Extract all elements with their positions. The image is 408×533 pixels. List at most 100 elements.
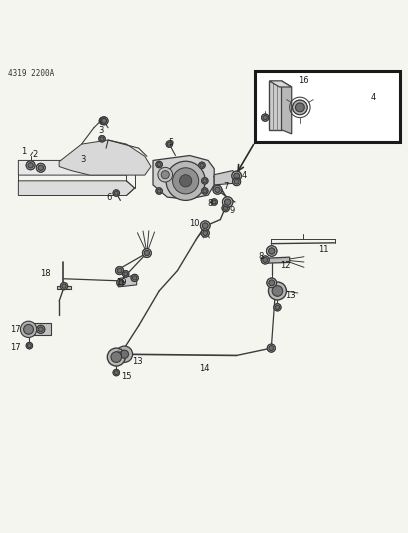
Circle shape — [122, 271, 129, 277]
Text: 19: 19 — [116, 278, 127, 287]
Circle shape — [201, 229, 209, 237]
Circle shape — [166, 141, 173, 147]
Text: 3: 3 — [98, 126, 104, 135]
Polygon shape — [153, 156, 214, 199]
Circle shape — [100, 117, 108, 125]
Text: 7: 7 — [223, 182, 229, 191]
Circle shape — [161, 171, 169, 179]
Circle shape — [38, 327, 43, 332]
Text: 12: 12 — [280, 261, 291, 270]
Circle shape — [100, 137, 104, 141]
Circle shape — [269, 280, 275, 286]
Circle shape — [131, 274, 138, 281]
Circle shape — [266, 246, 277, 256]
Circle shape — [293, 100, 307, 115]
Circle shape — [267, 278, 277, 288]
Circle shape — [114, 191, 118, 195]
Polygon shape — [18, 160, 135, 175]
Text: 2: 2 — [33, 150, 38, 159]
Polygon shape — [269, 81, 292, 87]
Circle shape — [38, 165, 44, 171]
Circle shape — [117, 268, 122, 273]
Circle shape — [173, 168, 199, 194]
Circle shape — [113, 190, 120, 196]
Circle shape — [203, 189, 207, 193]
Circle shape — [263, 257, 268, 262]
Circle shape — [212, 200, 216, 204]
Circle shape — [275, 305, 279, 310]
Circle shape — [211, 199, 217, 205]
Polygon shape — [282, 81, 292, 134]
Text: 13: 13 — [285, 290, 296, 300]
Circle shape — [133, 276, 137, 280]
Polygon shape — [18, 181, 135, 196]
Circle shape — [268, 248, 275, 254]
Circle shape — [99, 135, 105, 142]
Text: 4: 4 — [371, 93, 376, 102]
Circle shape — [234, 179, 239, 184]
Circle shape — [180, 175, 192, 187]
Circle shape — [156, 161, 162, 168]
Circle shape — [202, 223, 208, 229]
Text: 3: 3 — [80, 155, 86, 164]
Text: 17: 17 — [10, 343, 21, 352]
Circle shape — [268, 282, 286, 300]
Circle shape — [118, 280, 122, 285]
Circle shape — [167, 142, 171, 146]
Circle shape — [60, 282, 68, 290]
Circle shape — [158, 167, 173, 182]
Circle shape — [124, 272, 128, 276]
Text: 13: 13 — [133, 357, 143, 366]
Circle shape — [117, 279, 124, 287]
Circle shape — [37, 325, 45, 334]
Circle shape — [36, 163, 45, 172]
Text: 4319 2200A: 4319 2200A — [8, 69, 54, 78]
Circle shape — [113, 369, 120, 376]
Circle shape — [222, 197, 233, 207]
Circle shape — [102, 118, 106, 123]
Polygon shape — [57, 286, 71, 289]
Circle shape — [116, 352, 120, 356]
Circle shape — [269, 346, 274, 351]
Polygon shape — [264, 257, 290, 263]
Circle shape — [261, 256, 269, 264]
Circle shape — [142, 248, 151, 257]
Circle shape — [232, 171, 242, 181]
Circle shape — [213, 185, 222, 195]
Circle shape — [224, 199, 231, 205]
Circle shape — [120, 350, 129, 358]
Circle shape — [114, 370, 118, 375]
Text: 8: 8 — [259, 252, 264, 261]
Polygon shape — [214, 171, 239, 185]
Text: 18: 18 — [40, 269, 51, 278]
Circle shape — [111, 352, 122, 362]
Circle shape — [166, 161, 205, 200]
Text: 4: 4 — [242, 172, 246, 181]
Polygon shape — [118, 274, 137, 287]
Circle shape — [295, 103, 304, 112]
Circle shape — [202, 177, 208, 184]
Circle shape — [115, 351, 122, 358]
Circle shape — [234, 173, 239, 179]
Text: 15: 15 — [121, 372, 132, 381]
Polygon shape — [269, 81, 282, 130]
Circle shape — [233, 177, 241, 185]
Circle shape — [20, 321, 37, 337]
Circle shape — [157, 163, 161, 166]
Circle shape — [26, 161, 35, 170]
Circle shape — [263, 115, 267, 120]
Circle shape — [157, 189, 161, 193]
Circle shape — [200, 163, 204, 167]
Circle shape — [115, 266, 124, 274]
Circle shape — [27, 344, 31, 348]
Circle shape — [28, 163, 33, 168]
Circle shape — [224, 206, 228, 211]
Text: 8: 8 — [207, 199, 213, 208]
Circle shape — [199, 162, 205, 168]
Circle shape — [267, 344, 275, 352]
Circle shape — [200, 221, 210, 231]
Circle shape — [116, 346, 133, 362]
Circle shape — [24, 325, 33, 334]
Circle shape — [26, 342, 33, 349]
Circle shape — [144, 251, 150, 256]
